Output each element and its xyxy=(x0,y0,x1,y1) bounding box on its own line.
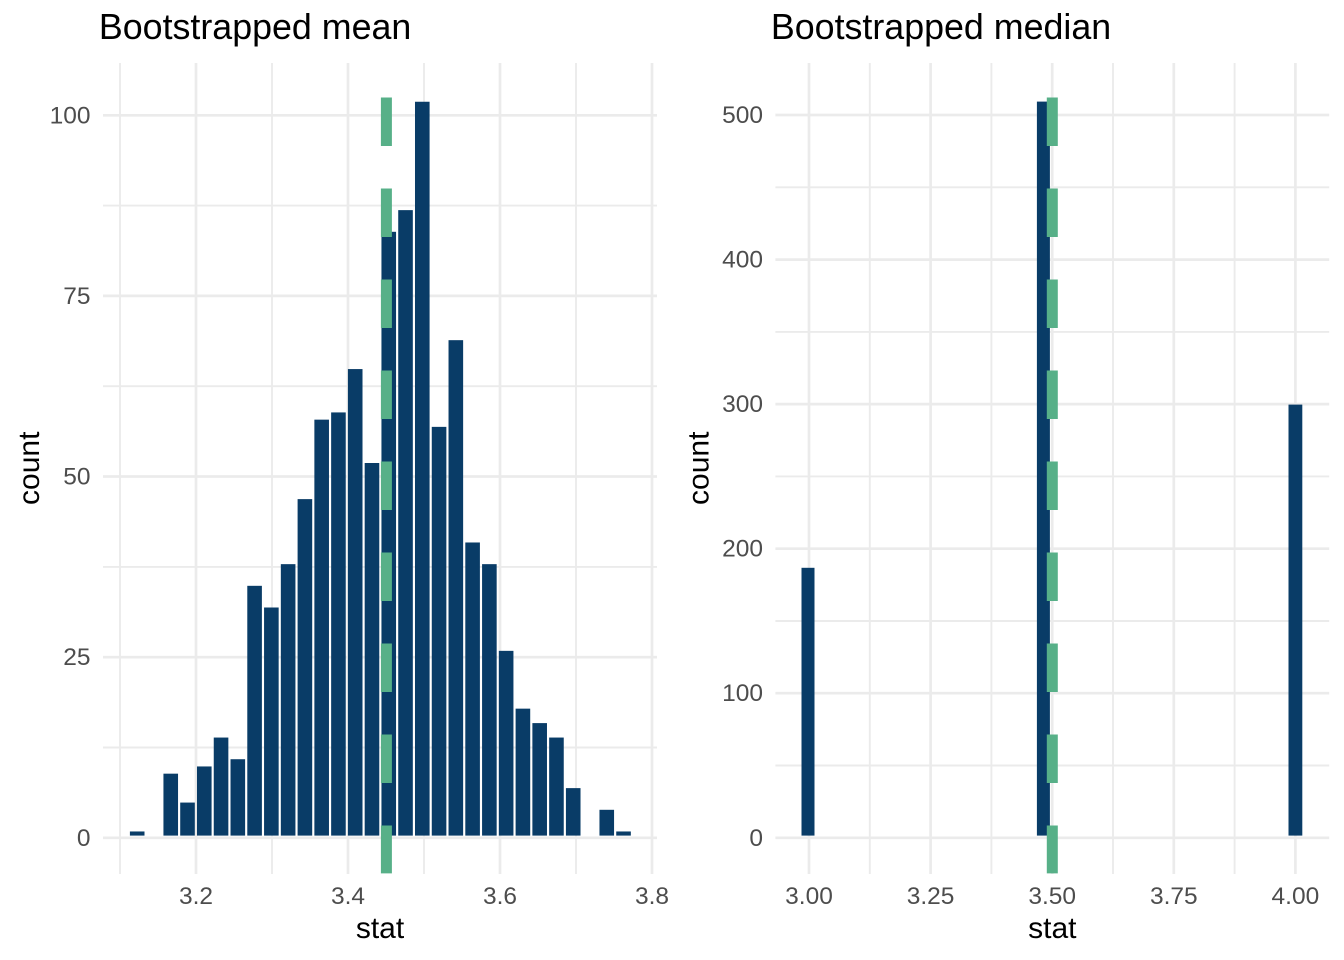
svg-text:75: 75 xyxy=(63,283,90,310)
svg-text:3.4: 3.4 xyxy=(331,883,365,910)
svg-text:3.50: 3.50 xyxy=(1028,883,1076,910)
svg-text:4.00: 4.00 xyxy=(1272,883,1320,910)
svg-text:0: 0 xyxy=(749,825,763,852)
svg-text:3.00: 3.00 xyxy=(785,883,833,910)
svg-text:25: 25 xyxy=(63,644,90,671)
svg-text:Bootstrapped mean: Bootstrapped mean xyxy=(99,7,411,47)
svg-text:3.8: 3.8 xyxy=(635,883,669,910)
svg-text:Bootstrapped median: Bootstrapped median xyxy=(771,7,1111,47)
svg-text:300: 300 xyxy=(722,391,763,418)
svg-text:3.25: 3.25 xyxy=(907,883,955,910)
svg-text:100: 100 xyxy=(50,102,91,129)
svg-text:stat: stat xyxy=(356,912,405,945)
svg-text:200: 200 xyxy=(722,536,763,563)
svg-text:100: 100 xyxy=(722,680,763,707)
svg-text:3.2: 3.2 xyxy=(179,883,213,910)
svg-text:400: 400 xyxy=(722,247,763,274)
svg-text:count: count xyxy=(13,431,46,505)
svg-text:500: 500 xyxy=(722,102,763,129)
svg-text:3.6: 3.6 xyxy=(483,883,517,910)
svg-text:0: 0 xyxy=(77,825,91,852)
svg-text:count: count xyxy=(682,431,715,505)
svg-text:stat: stat xyxy=(1028,912,1077,945)
svg-text:3.75: 3.75 xyxy=(1150,883,1198,910)
svg-text:50: 50 xyxy=(63,464,90,491)
